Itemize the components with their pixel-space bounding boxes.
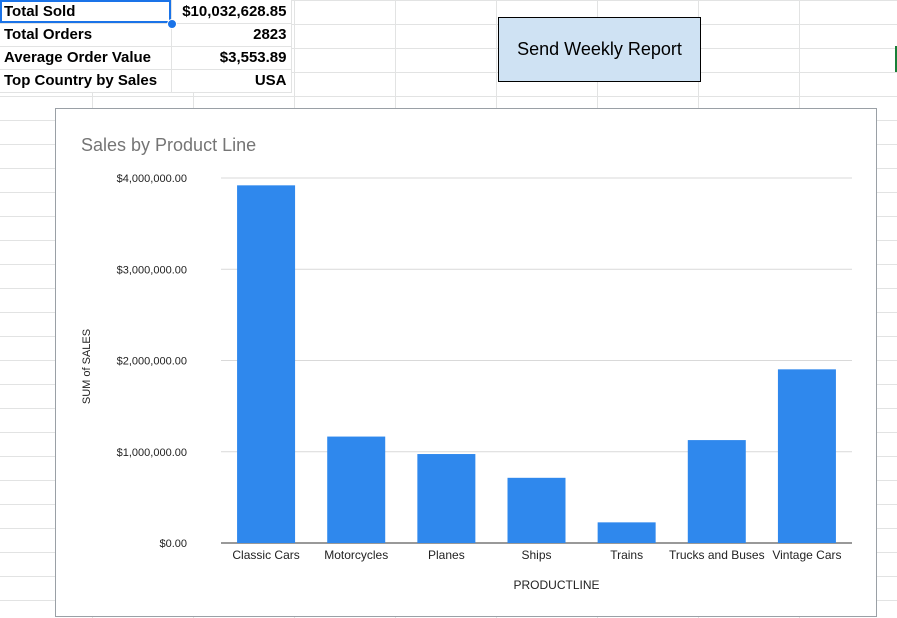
cell-total-orders-label[interactable]: Total Orders — [0, 23, 172, 47]
cell-total-sold-label[interactable]: Total Sold — [0, 0, 172, 24]
x-tick-label: Classic Cars — [232, 548, 299, 562]
table-row: Top Country by Sales USA — [0, 69, 292, 93]
x-tick-label: Motorcycles — [324, 548, 388, 562]
table-row: Average Order Value $3,553.89 — [0, 46, 292, 70]
x-tick-label: Planes — [428, 548, 465, 562]
y-tick-label: $1,000,000.00 — [117, 447, 187, 459]
x-axis-label: PRODUCTLINE — [513, 578, 599, 592]
bar-ships[interactable] — [507, 477, 566, 543]
x-tick-label: Trucks and Buses — [669, 548, 765, 562]
cell-top-country-label[interactable]: Top Country by Sales — [0, 69, 172, 93]
cell-average-order-value[interactable]: $3,553.89 — [171, 46, 292, 70]
y-tick-label: $4,000,000.00 — [117, 173, 187, 185]
bar-chart: Sales by Product Line SUM of SALES PRODU… — [81, 135, 852, 592]
send-weekly-report-button[interactable]: Send Weekly Report — [498, 17, 701, 82]
x-tick-label: Vintage Cars — [772, 548, 841, 562]
bar-classic-cars[interactable] — [237, 185, 296, 543]
bar-planes[interactable] — [417, 454, 476, 543]
summary-table: Total Sold $10,032,628.85 Total Orders 2… — [0, 0, 292, 93]
cell-total-sold-value[interactable]: $10,032,628.85 — [171, 0, 292, 24]
x-tick-label: Trains — [610, 548, 643, 562]
y-tick-label: $0.00 — [159, 538, 187, 550]
table-row: Total Orders 2823 — [0, 23, 292, 47]
cell-average-order-label[interactable]: Average Order Value — [0, 46, 172, 70]
y-axis-label: SUM of SALES — [81, 329, 93, 404]
y-tick-label: $2,000,000.00 — [117, 356, 187, 368]
bar-trucks-and-buses[interactable] — [687, 440, 746, 543]
collaborator-cursor-marker — [895, 46, 897, 72]
chart-title: Sales by Product Line — [81, 135, 256, 155]
bar-trains[interactable] — [597, 522, 656, 543]
table-row: Total Sold $10,032,628.85 — [0, 0, 292, 24]
bar-vintage-cars[interactable] — [777, 369, 836, 543]
chart-container[interactable]: Sales by Product Line SUM of SALES PRODU… — [55, 108, 877, 617]
x-tick-label: Ships — [521, 548, 551, 562]
selection-fill-handle[interactable] — [167, 19, 177, 29]
y-tick-label: $3,000,000.00 — [117, 264, 187, 276]
bar-motorcycles[interactable] — [327, 436, 386, 543]
cell-total-orders-value[interactable]: 2823 — [171, 23, 292, 47]
cell-top-country-value[interactable]: USA — [171, 69, 292, 93]
